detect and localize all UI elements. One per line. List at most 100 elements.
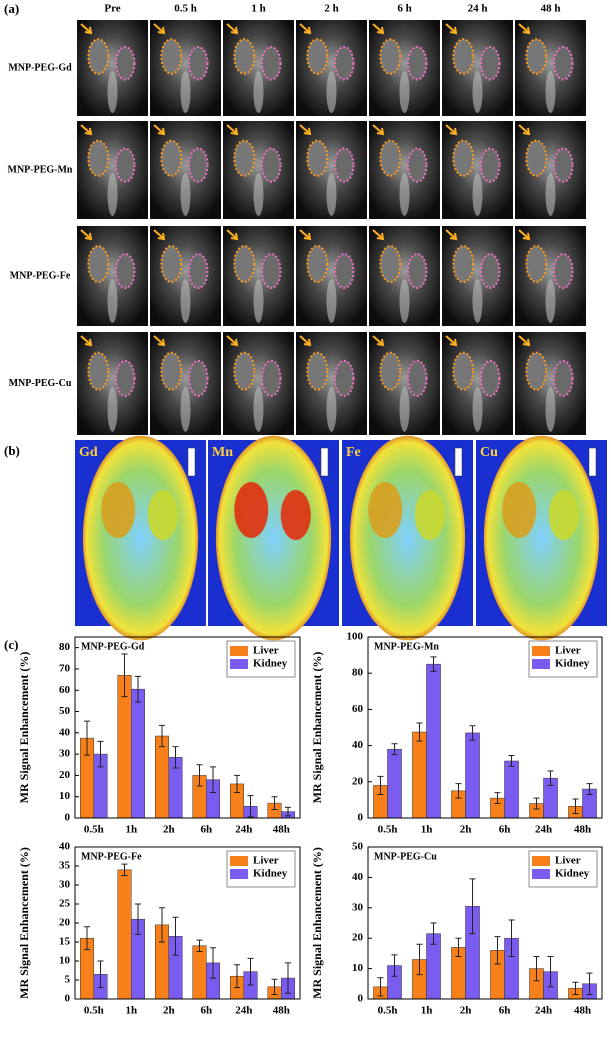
error-bar (533, 955, 540, 982)
chart-title: MNP-PEG-Cu (374, 851, 437, 862)
liver-outline (379, 351, 402, 391)
error-bar (210, 766, 216, 793)
y-tick-label: 35 (59, 860, 71, 872)
arrow-head (303, 232, 312, 241)
chart-title: MNP-PEG-Mn (374, 641, 439, 652)
kidney-outline (188, 45, 209, 81)
error-bar (547, 955, 554, 988)
spine (326, 279, 337, 323)
y-tick-label: 0 (65, 812, 71, 824)
arrow (445, 335, 456, 345)
column-header: 6 h (397, 3, 411, 15)
x-tick-label: 0.5h (378, 1005, 398, 1017)
bar (155, 735, 169, 819)
arrow-head (449, 26, 458, 35)
kidney-outline (115, 359, 136, 397)
liver-outline (160, 139, 183, 177)
legend-label: Liver (555, 855, 581, 867)
kidney-outline (553, 147, 574, 183)
arrow-head (449, 127, 458, 136)
liver-outline (233, 139, 256, 177)
y-tick-label: 60 (59, 684, 71, 696)
spine (180, 386, 191, 432)
error-bar (135, 903, 141, 935)
error-bar (196, 764, 203, 787)
arrow (445, 124, 456, 134)
liver-outline (525, 351, 548, 391)
liver-outline (306, 38, 329, 75)
arrow (299, 124, 310, 134)
spine (326, 386, 337, 432)
error-bar (247, 795, 254, 818)
y-tick-label: 5 (65, 974, 71, 986)
x-tick-label: 1h (421, 1005, 433, 1017)
x-tick-label: 48h (273, 1005, 290, 1017)
kidney-outline (261, 45, 282, 81)
x-tick-label: 6h (499, 1005, 511, 1017)
organ-map (414, 490, 445, 540)
kidney-outline (188, 147, 209, 183)
legend-label: Kidney (555, 868, 590, 880)
x-tick-label: 0.5h (84, 824, 104, 836)
color-scale (187, 447, 196, 477)
legend-label: Kidney (253, 658, 288, 670)
spine (326, 70, 337, 114)
y-tick-label: 100 (347, 631, 364, 643)
y-tick-label: 40 (352, 739, 364, 751)
arrow (372, 229, 383, 239)
spine (545, 70, 556, 114)
legend-label: Liver (253, 645, 279, 657)
legend-swatch (230, 659, 248, 669)
column-header: 48 h (541, 3, 561, 15)
error-bar (84, 926, 90, 951)
arrow (372, 124, 383, 134)
y-tick-label: 80 (352, 667, 364, 679)
arrow-head (376, 127, 385, 136)
organ-map (502, 482, 537, 538)
spine (180, 279, 191, 323)
plot-frame (74, 846, 301, 1000)
arrow-head (303, 26, 312, 35)
x-tick-label: 1h (421, 824, 433, 836)
y-tick-label: 50 (352, 841, 364, 853)
legend-swatch (230, 646, 248, 656)
body-map (349, 435, 466, 641)
y-axis-label: MR Signal Enhancement (%) (310, 847, 324, 999)
kidney-outline (115, 147, 136, 183)
error-bar (508, 755, 515, 767)
error-bar (469, 725, 476, 741)
legend-label: Liver (253, 855, 279, 867)
spine (399, 172, 410, 217)
column-header: Pre (104, 3, 120, 15)
organ-map (234, 482, 269, 538)
bar (412, 731, 427, 819)
error-bar (285, 806, 291, 817)
spine (545, 386, 556, 432)
error-bar (469, 878, 476, 935)
arrow-head (230, 127, 239, 136)
arrow (299, 229, 310, 239)
spine (399, 279, 410, 323)
arrow-head (449, 232, 458, 241)
y-tick-label: 40 (59, 726, 71, 738)
color-scale (588, 447, 597, 477)
color-scale (454, 447, 463, 477)
error-bar (97, 740, 104, 768)
bar (426, 663, 441, 819)
arrow (226, 23, 237, 33)
organ-map (280, 490, 311, 540)
y-tick-label: 20 (352, 775, 364, 787)
arrow (80, 124, 91, 134)
arrow-head (84, 232, 93, 241)
liver-outline (379, 38, 402, 75)
error-bar (455, 783, 462, 799)
liver-outline (452, 38, 475, 75)
spine (253, 386, 264, 432)
arrow (153, 335, 164, 345)
bar (192, 945, 207, 1000)
spine (107, 386, 118, 432)
arrow (372, 335, 383, 345)
error-bar (285, 962, 291, 994)
kidney-outline (553, 45, 574, 81)
row-label: MNP-PEG-Fe (10, 270, 71, 281)
